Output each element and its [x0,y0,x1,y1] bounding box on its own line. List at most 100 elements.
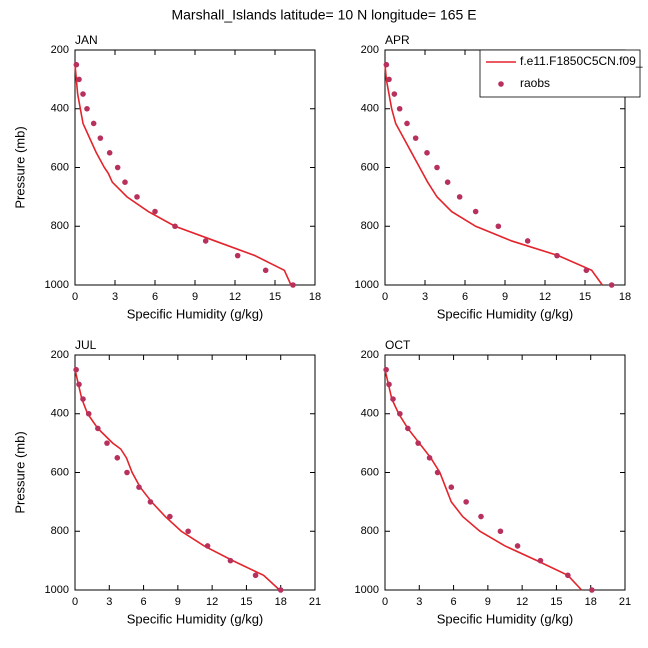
y-tick-label: 400 [361,103,379,115]
obs-point [84,105,90,112]
x-tick-label: 3 [112,291,118,303]
obs-point [404,120,410,127]
plot-frame [384,354,626,591]
x-tick-label: 0 [72,596,78,608]
obs-point [497,528,504,535]
y-tick-label: 400 [51,103,69,115]
obs-point [76,76,82,83]
obs-point [167,513,173,520]
obs-point [106,150,113,156]
obs-point [524,238,531,244]
plot-frame [74,49,316,286]
obs-point [76,381,82,388]
x-tick-label: 9 [502,291,508,303]
obs-point [456,194,463,200]
x-tick-label: 9 [192,291,198,303]
obs-point [114,164,121,171]
legend-label: raobs [520,76,550,90]
y-tick-label: 800 [361,220,379,232]
obs-point [434,164,440,171]
x-tick-label: 12 [229,291,241,303]
obs-point [234,252,241,259]
obs-point [80,91,86,97]
y-tick-label: 600 [361,466,379,478]
y-axis-label: Pressure (mb) [12,126,27,208]
obs-point [396,105,403,112]
model-line [74,64,292,286]
plot-frame [74,354,316,591]
figure-title: Marshall_Islands latitude= 10 N longitud… [171,7,476,23]
legend: f.e11.F1850C5CN.f09_raobs [479,49,643,98]
y-tick-label: 1000 [45,279,69,291]
x-tick-label: 0 [382,291,388,303]
panel: JAN 0 3 6 9 12 15 18 200 400 600 800 1000 Specific Hu… [12,33,321,321]
panel-title: JUL [75,338,97,352]
y-axis-label: Pressure (mb) [12,431,27,513]
obs-point [448,484,455,490]
obs-point [397,410,403,417]
model-line [384,64,603,286]
x-tick-label: 18 [275,596,287,608]
x-tick-label: 15 [550,596,562,608]
obs-point [537,557,544,564]
x-tick-label: 9 [485,596,491,608]
obs-point [114,455,121,461]
obs-point [383,61,390,68]
obs-point [514,543,521,549]
obs-point [202,238,209,244]
obs-point [85,410,92,417]
obs-point [478,513,484,520]
panel: OCT 0 3 6 9 12 15 18 21 200 400 600 800 1000 Specific … [355,338,632,626]
obs-point [136,484,142,490]
y-tick-label: 1000 [355,584,379,596]
x-tick-label: 18 [585,596,597,608]
x-axis-label: Specific Humidity (g/kg) [437,306,574,321]
obs-point [134,194,140,200]
x-tick-label: 15 [240,596,252,608]
obs-point [147,499,154,505]
y-tick-label: 600 [361,161,379,173]
obs-point [90,120,97,127]
obs-point [262,267,269,274]
obs-point [73,366,79,373]
obs-point [152,208,158,215]
panel-title: OCT [385,338,411,352]
x-tick-label: 15 [579,291,591,303]
obs-point [589,587,595,593]
x-tick-label: 3 [416,596,422,608]
obs-point [383,366,389,373]
obs-point [104,440,110,446]
obs-point [415,440,421,446]
x-tick-label: 9 [175,596,181,608]
x-tick-label: 21 [619,596,631,608]
obs-point [390,396,396,402]
model-line [74,369,281,591]
obs-point [565,572,571,579]
panel-title: APR [385,33,410,47]
obs-point [495,223,502,230]
y-tick-label: 600 [51,161,69,173]
x-tick-label: 6 [451,596,457,608]
x-tick-label: 6 [462,291,468,303]
model-line [384,369,583,591]
obs-point [444,179,451,185]
obs-point [412,135,419,141]
obs-point [554,252,560,259]
obs-point [583,267,590,274]
panel: JUL 0 3 6 9 12 15 18 21 200 400 600 800 1000 Specific … [12,338,321,626]
x-tick-label: 6 [152,291,158,303]
obs-point [80,396,86,402]
obs-point [97,135,104,141]
obs-point [608,282,615,288]
obs-point [73,61,80,68]
y-tick-label: 1000 [355,279,379,291]
obs-point [386,381,392,388]
obs-point [122,179,128,185]
x-axis-label: Specific Humidity (g/kg) [127,306,264,321]
obs-point [172,223,178,230]
obs-point [252,572,259,579]
y-tick-label: 400 [51,408,69,420]
y-tick-label: 800 [361,525,379,537]
